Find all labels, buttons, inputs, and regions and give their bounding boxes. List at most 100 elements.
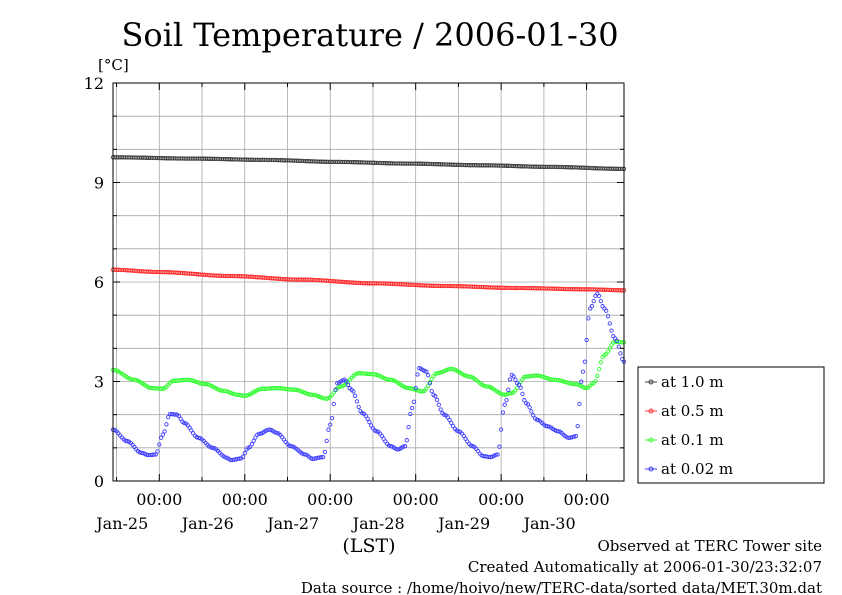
- series-at-1-0-m: [110, 155, 627, 172]
- data-point: [173, 412, 178, 417]
- y-tick-label: 0: [94, 472, 104, 491]
- x-tick-time-label: 00:00: [222, 490, 268, 509]
- data-point: [240, 454, 246, 459]
- data-point: [413, 385, 418, 391]
- data-point: [338, 384, 344, 389]
- data-point: [424, 369, 429, 374]
- x-tick-date-label: Jan-25: [94, 514, 148, 533]
- data-point: [363, 413, 368, 419]
- data-point: [506, 387, 511, 392]
- data-point: [529, 409, 534, 414]
- data-point: [415, 372, 420, 377]
- data-point: [555, 429, 561, 434]
- legend-label: at 0.02 m: [661, 460, 733, 478]
- data-point: [575, 423, 580, 429]
- x-tick-time-label: 00:00: [393, 490, 439, 509]
- data-point: [427, 381, 433, 386]
- x-tick-date-label: Jan-26: [180, 514, 234, 533]
- data-point: [589, 304, 595, 309]
- data-series: [110, 155, 627, 463]
- footer-observed-site: Observed at TERC Tower site: [597, 537, 822, 555]
- data-point: [591, 298, 596, 304]
- data-point: [495, 452, 500, 457]
- data-point: [153, 452, 158, 457]
- data-point: [210, 445, 215, 450]
- x-tick-time-label: 00:00: [307, 490, 353, 509]
- data-point: [604, 308, 609, 313]
- data-point: [447, 417, 452, 423]
- legend-label: at 0.1 m: [661, 431, 724, 449]
- y-axis-unit-label: [°C]: [98, 56, 129, 74]
- data-point: [580, 369, 586, 374]
- data-point: [324, 438, 329, 444]
- y-tick-label: 12: [84, 74, 104, 93]
- data-point: [345, 382, 351, 387]
- data-point: [520, 391, 525, 397]
- legend-marker: [648, 437, 654, 443]
- data-point: [223, 455, 228, 460]
- data-point: [504, 397, 509, 403]
- data-point: [319, 455, 324, 460]
- legend-marker: [648, 466, 654, 472]
- data-point: [586, 316, 591, 321]
- data-point: [596, 366, 602, 372]
- footer-created-time: Created Automatically at 2006-01-30/23:3…: [468, 558, 822, 576]
- data-point: [518, 385, 523, 390]
- data-point: [436, 370, 441, 376]
- data-point: [595, 373, 600, 378]
- data-point: [356, 404, 361, 410]
- data-point: [256, 431, 262, 437]
- data-point: [449, 420, 454, 426]
- data-point: [584, 337, 589, 343]
- data-point: [607, 346, 612, 351]
- data-point: [527, 405, 532, 410]
- data-point: [395, 447, 401, 452]
- series-at-0-5-m: [110, 267, 627, 293]
- data-point: [614, 338, 620, 343]
- data-point: [139, 450, 144, 455]
- x-tick-time-label: 00:00: [478, 490, 524, 509]
- data-point: [406, 424, 411, 430]
- data-point: [511, 374, 516, 379]
- data-point: [155, 449, 160, 454]
- y-tick-label: 9: [94, 174, 104, 193]
- data-point: [571, 434, 577, 439]
- data-point: [328, 422, 333, 427]
- data-point: [160, 432, 166, 437]
- y-tick-label: 3: [94, 373, 104, 392]
- data-point: [326, 427, 331, 432]
- data-point: [408, 411, 413, 417]
- data-point: [365, 416, 370, 421]
- data-point: [522, 398, 527, 403]
- data-point: [609, 328, 614, 333]
- data-point: [425, 373, 431, 378]
- legend-label: at 1.0 m: [661, 373, 724, 391]
- data-point: [312, 392, 317, 398]
- x-axis-ticks: 00:00 Jan-25 00:00 Jan-26 00:00 Jan-27 00:00 Ja…: [94, 83, 610, 533]
- y-tick-label: 6: [94, 273, 104, 292]
- data-point: [367, 419, 372, 425]
- data-point: [288, 444, 294, 449]
- data-point: [331, 401, 336, 407]
- data-point: [249, 442, 255, 447]
- data-point: [322, 449, 328, 455]
- data-point: [616, 344, 621, 349]
- data-point: [333, 387, 338, 392]
- data-point: [404, 438, 409, 443]
- data-point: [493, 452, 498, 458]
- data-point: [573, 434, 579, 439]
- data-point: [436, 402, 441, 407]
- data-point: [429, 376, 434, 382]
- x-tick-time-label: 00:00: [136, 490, 182, 509]
- data-point: [513, 377, 518, 382]
- x-tick-date-label: Jan-27: [265, 514, 319, 533]
- legend-marker: [648, 408, 654, 414]
- chart-title: Soil Temperature / 2006-01-30: [121, 16, 618, 54]
- data-point: [429, 388, 434, 394]
- data-point: [507, 377, 513, 382]
- data-point: [577, 401, 582, 407]
- data-point: [369, 423, 374, 428]
- data-point: [267, 427, 272, 432]
- data-point: [352, 393, 358, 398]
